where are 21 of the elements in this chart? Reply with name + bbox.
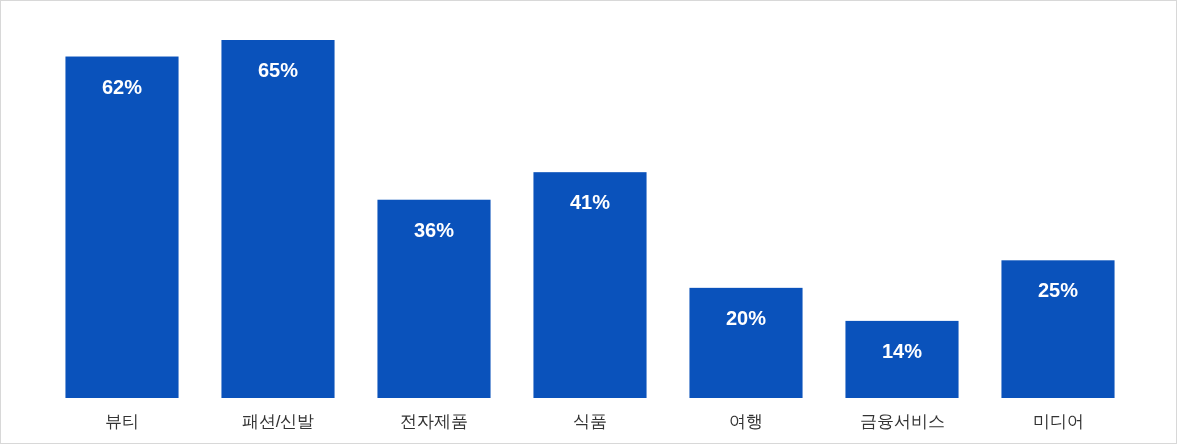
x-tick-label: 전자제품 <box>400 412 468 431</box>
bar <box>1001 260 1115 398</box>
x-tick-label: 미디어 <box>1032 412 1084 431</box>
x-tick-label: 식품 <box>573 412 607 431</box>
x-tick-label: 여행 <box>729 412 763 431</box>
bar <box>689 287 803 398</box>
bar <box>377 199 491 398</box>
x-tick-label: 패션/신발 <box>241 412 315 431</box>
data-label: 20% <box>725 306 767 329</box>
x-tick-label: 뷰티 <box>105 412 139 431</box>
data-label: 62% <box>101 75 143 98</box>
x-tick-label: 금융서비스 <box>859 412 945 431</box>
bar <box>221 40 335 398</box>
bar <box>533 172 647 398</box>
data-label: 25% <box>1037 279 1079 302</box>
data-label: 36% <box>413 218 455 241</box>
bar <box>65 56 179 398</box>
data-label: 65% <box>257 59 299 81</box>
data-label: 14% <box>881 339 923 362</box>
bar <box>845 320 959 398</box>
data-label: 41% <box>569 191 611 214</box>
